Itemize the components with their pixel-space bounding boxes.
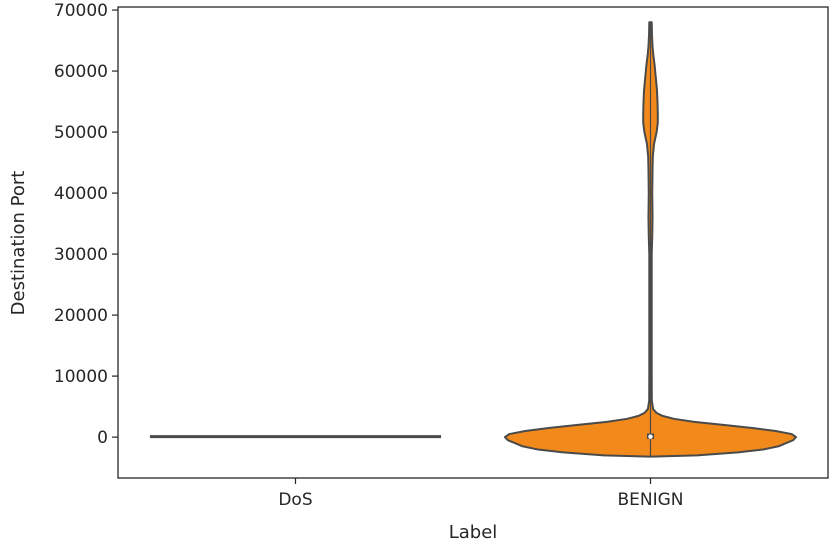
y-tick-label: 0 <box>97 428 108 448</box>
y-axis-label: Destination Port <box>8 171 29 316</box>
y-tick-label: 10000 <box>54 367 108 387</box>
y-tick-label: 70000 <box>54 1 108 21</box>
x-axis-ticks: DoS BENIGN <box>278 478 684 510</box>
plot-frame <box>117 6 829 479</box>
y-tick-label: 20000 <box>54 306 108 326</box>
y-tick-label: 50000 <box>54 123 108 143</box>
y-tick-label: 60000 <box>54 62 108 82</box>
y-axis-ticks: 0 10000 20000 30000 40000 50000 60000 70000 <box>54 1 118 448</box>
x-tick-label-dos: DoS <box>278 490 312 510</box>
violin-median-dot <box>648 434 653 439</box>
violins-group <box>149 21 798 458</box>
y-tick-label: 40000 <box>54 184 108 204</box>
x-tick-label-benign: BENIGN <box>617 490 683 510</box>
y-tick-label: 30000 <box>54 245 108 265</box>
x-axis-label: Label <box>449 522 498 543</box>
